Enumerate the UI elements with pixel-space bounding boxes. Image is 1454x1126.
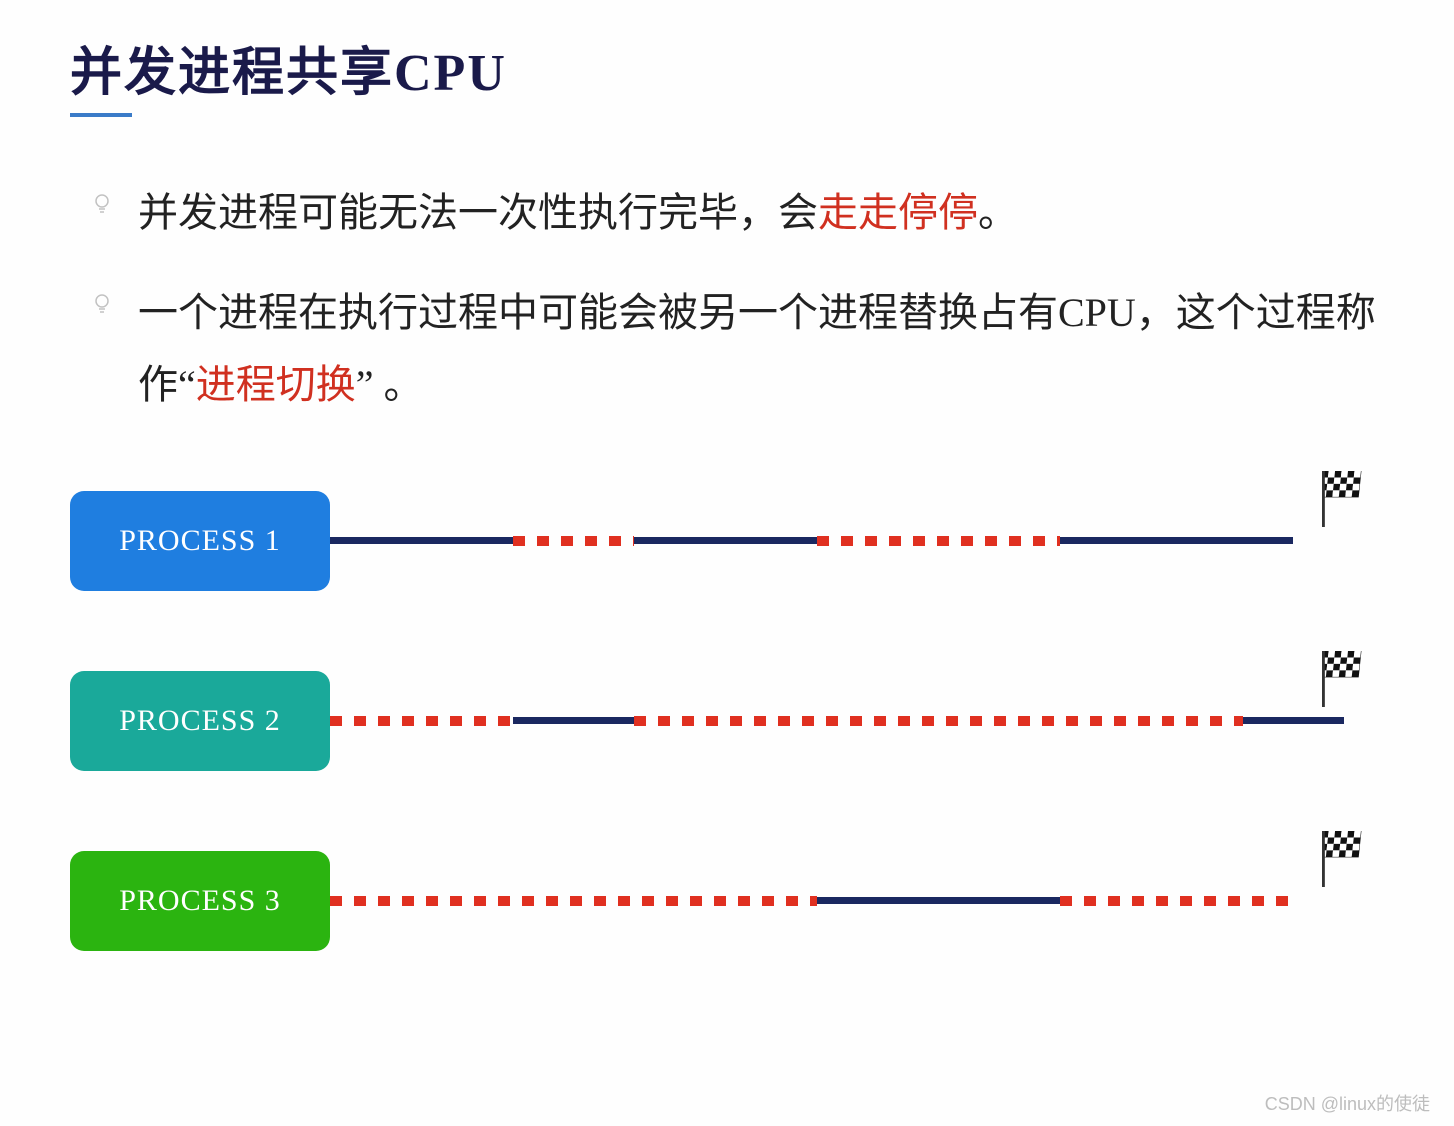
process-row: PROCESS 3 (70, 851, 1384, 951)
running-segment (634, 537, 817, 544)
lightbulb-icon (90, 191, 114, 215)
process-box: PROCESS 1 (70, 491, 330, 591)
running-segment (817, 897, 1060, 904)
waiting-segment (1060, 896, 1293, 906)
process-box: PROCESS 2 (70, 671, 330, 771)
process-timeline (330, 717, 1344, 725)
finish-flag-icon (1322, 471, 1374, 527)
finish-flag-icon (1322, 831, 1374, 887)
watermark-text: CSDN @linux的使徒 (1265, 1090, 1430, 1116)
finish-flag-icon (1322, 651, 1374, 707)
highlight-text: 走走停停 (818, 190, 978, 235)
title-underline (70, 113, 132, 117)
process-box: PROCESS 3 (70, 851, 330, 951)
bullet-text: 并发进程可能无法一次性执行完毕，会走走停停。 (138, 177, 1018, 249)
running-segment (1243, 717, 1344, 724)
bullet-item: 并发进程可能无法一次性执行完毕，会走走停停。 (70, 177, 1384, 249)
waiting-segment (330, 716, 513, 726)
process-row: PROCESS 1 (70, 491, 1384, 591)
bullet-text: 一个进程在执行过程中可能会被另一个进程替换占有CPU，这个过程称作“进程切换” … (138, 277, 1384, 421)
highlight-text: 进程切换 (196, 362, 356, 407)
process-row: PROCESS 2 (70, 671, 1384, 771)
running-segment (1060, 537, 1293, 544)
process-timeline (330, 537, 1344, 545)
process-timeline (330, 897, 1344, 905)
waiting-segment (817, 536, 1060, 546)
waiting-segment (513, 536, 635, 546)
slide-title: 并发进程共享CPU (70, 30, 1384, 105)
waiting-segment (330, 896, 817, 906)
bullet-item: 一个进程在执行过程中可能会被另一个进程替换占有CPU，这个过程称作“进程切换” … (70, 277, 1384, 421)
lightbulb-icon (90, 291, 114, 315)
running-segment (513, 717, 635, 724)
running-segment (330, 537, 513, 544)
bullet-list: 并发进程可能无法一次性执行完毕，会走走停停。 一个进程在执行过程中可能会被另一个… (70, 177, 1384, 421)
process-diagram: PROCESS 1 PROCESS 2 PROCESS 3 (70, 491, 1384, 951)
waiting-segment (634, 716, 1242, 726)
